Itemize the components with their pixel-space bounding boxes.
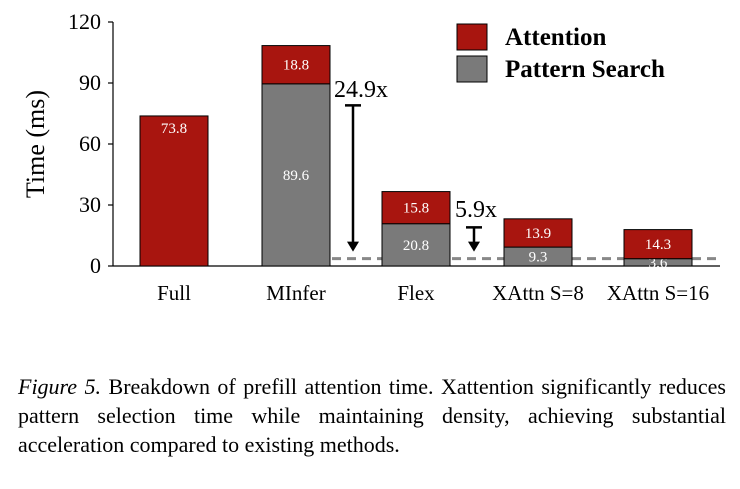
legend-swatch: [456, 23, 488, 51]
caption-figure-label: Figure 5.: [18, 374, 102, 399]
speedup-label: 5.9x: [455, 197, 497, 223]
bar-attention: [139, 115, 209, 267]
bar-pattern-search: [261, 83, 331, 267]
speedup-arrow: [466, 226, 482, 252]
bar-label-attention: 15.8: [403, 201, 429, 217]
chart-svg: 0 30 60 90 120 Time (ms) 73.8 Full 89.6 18.8 MInfe…: [21, 9, 720, 305]
caption-text: Breakdown of prefill attention time. Xat…: [18, 374, 726, 457]
figure-caption: Figure 5. Breakdown of prefill attention…: [18, 372, 726, 459]
bar-label-attention: 73.8: [161, 121, 187, 137]
bar-group: 73.8: [139, 115, 209, 267]
y-tick-label: 0: [90, 253, 101, 278]
y-tick-label: 120: [68, 9, 101, 34]
bar-attention: [623, 229, 693, 260]
bar-label-pattern-search: 9.3: [529, 250, 548, 266]
bar-label-attention: 14.3: [645, 237, 671, 253]
bar-label-attention: 18.8: [283, 58, 309, 74]
arrow-head: [468, 241, 480, 252]
y-tick-label: 90: [79, 70, 101, 95]
bar-group: 20.8 15.8: [381, 191, 451, 267]
arrow-head: [347, 241, 359, 252]
bar-group: 89.6 18.8: [261, 45, 331, 267]
bar-label-pattern-search: 3.6: [649, 255, 668, 271]
legend-item: Pattern Search: [456, 55, 665, 83]
bar-label-pattern-search: 20.8: [403, 238, 429, 254]
x-category-label: Full: [157, 281, 191, 305]
legend-item: Attention: [456, 23, 606, 51]
x-category-label: XAttn S=16: [607, 281, 709, 305]
legend-label: Pattern Search: [505, 56, 665, 83]
chart: 0 30 60 90 120 Time (ms) 73.8 Full 89.6 18.8 MInfe…: [21, 9, 720, 305]
bar-label-pattern-search: 89.6: [283, 168, 310, 184]
bar-label-attention: 13.9: [525, 226, 551, 242]
y-tick-label: 30: [79, 192, 101, 217]
x-category-label: XAttn S=8: [492, 281, 584, 305]
legend-label: Attention: [505, 24, 606, 51]
bar-attention: [381, 191, 451, 225]
x-category-label: Flex: [397, 281, 435, 305]
bar-attention: [503, 218, 573, 248]
bar-group: 3.6 14.3: [623, 229, 693, 271]
bar-attention: [261, 45, 331, 85]
x-category-label: MInfer: [266, 281, 325, 305]
speedup-label: 24.9x: [334, 77, 388, 103]
bar-group: 9.3 13.9: [503, 218, 573, 267]
y-tick-label: 60: [79, 131, 101, 156]
y-axis-title: Time (ms): [21, 90, 50, 198]
speedup-arrow: [345, 104, 361, 252]
legend-swatch: [456, 55, 488, 83]
